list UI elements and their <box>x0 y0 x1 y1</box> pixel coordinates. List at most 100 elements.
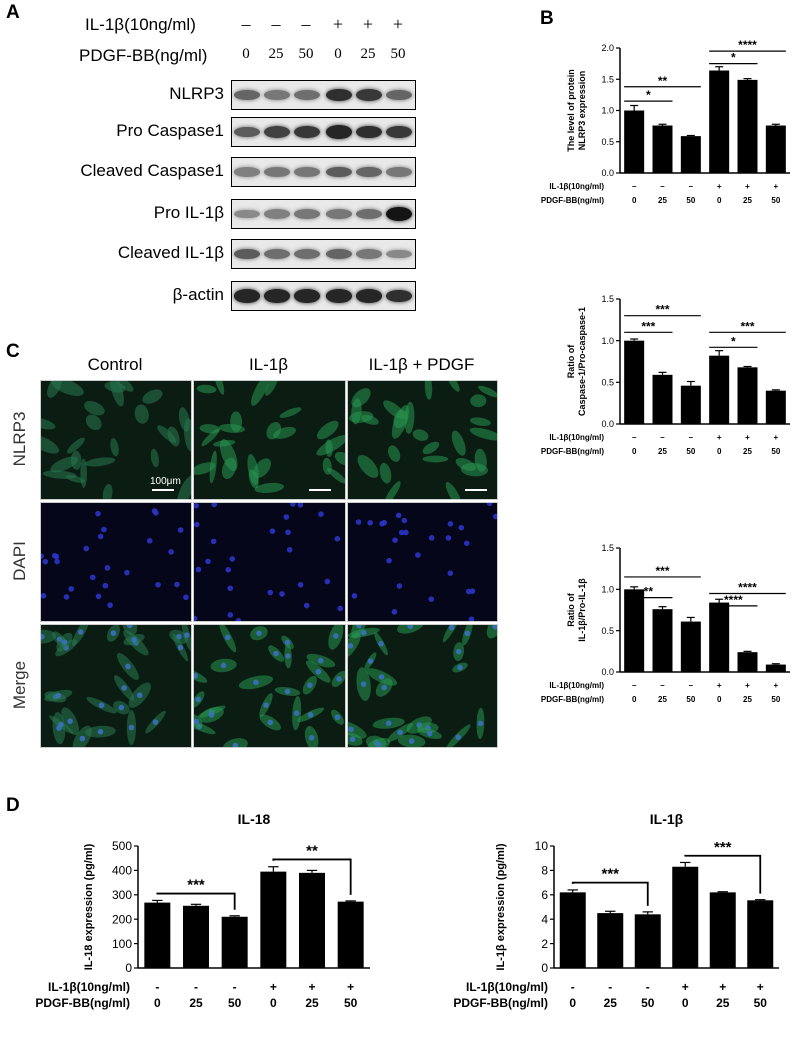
il1b-sign: + <box>362 14 374 34</box>
y-tick-label: 0.5 <box>601 137 614 147</box>
condition-sign: + <box>757 980 764 994</box>
y-tick-label: 300 <box>112 888 132 902</box>
blot-band <box>264 167 290 177</box>
condition-dose: 25 <box>658 196 667 205</box>
condition-sign: + <box>717 433 722 442</box>
micrograph <box>347 502 498 622</box>
blot-strip <box>231 281 416 311</box>
condition-dose: 50 <box>686 695 695 704</box>
pdgf-condition-label: PDGF-BB(ng/ml) <box>79 46 208 65</box>
blot-band <box>234 126 260 138</box>
blot-band <box>294 90 320 100</box>
condition-row-label: IL-1β(10ng/ml) <box>48 980 130 994</box>
y-axis-label: IL-18 expression (pg/ml) <box>83 843 95 970</box>
condition-dose: 0 <box>632 447 637 456</box>
condition-sign: – <box>660 182 665 191</box>
condition-sign: - <box>194 980 198 994</box>
condition-dose: 25 <box>658 695 667 704</box>
condition-sign: – <box>689 681 694 690</box>
micrograph <box>40 502 192 622</box>
bar <box>624 589 645 672</box>
bar <box>559 892 586 968</box>
condition-row-label: IL-1β(10ng/ml) <box>549 182 604 191</box>
y-tick-label: 400 <box>112 864 132 878</box>
micrograph <box>347 624 498 748</box>
il1b-sign: – <box>301 14 311 34</box>
condition-dose: 50 <box>686 447 695 456</box>
condition-dose: 0 <box>632 695 637 704</box>
condition-dose: 25 <box>305 996 319 1010</box>
bar <box>709 70 730 173</box>
y-tick-label: 4 <box>541 912 548 926</box>
condition-row-label: PDGF-BB(ng/ml) <box>453 996 548 1010</box>
bar <box>624 110 645 173</box>
blot-band <box>234 89 260 101</box>
blot-label: β-actin <box>172 285 224 304</box>
condition-row-label: IL-1β(10ng/ml) <box>549 681 604 690</box>
y-tick-label: 100 <box>112 937 132 951</box>
condition-dose: 50 <box>686 196 695 205</box>
blot-band <box>356 249 382 259</box>
condition-sign: + <box>745 433 750 442</box>
il1b-ratio-chart: 0.0 0.5 1.0 1.5 Ratio of IL-1β/Pro-IL-1β IL-1β… <box>541 543 790 704</box>
bar <box>747 900 774 968</box>
y-axis-label: Caspase-1/Pro-caspase-1 <box>577 307 587 416</box>
bar <box>337 901 364 968</box>
pdgf-dose: 0 <box>242 46 250 62</box>
blot-band <box>234 167 260 177</box>
condition-dose: 25 <box>604 996 618 1010</box>
condition-sign: + <box>745 182 750 191</box>
condition-sign: + <box>773 681 778 690</box>
condition-dose: 25 <box>658 447 667 456</box>
condition-sign: – <box>660 433 665 442</box>
significance-label: *** <box>187 877 205 894</box>
pdgf-dose: 25 <box>268 46 284 62</box>
condition-dose: 25 <box>743 695 752 704</box>
blot-band <box>326 166 352 178</box>
y-tick-label: 0.0 <box>601 419 614 429</box>
chart-title: IL-18 <box>238 811 271 827</box>
bar <box>680 621 701 672</box>
scale-bar <box>152 489 174 491</box>
bar <box>680 385 701 424</box>
condition-dose: 0 <box>682 996 689 1010</box>
blot-band <box>326 289 352 303</box>
panel-letter-a: A <box>6 2 20 23</box>
micro-row-label: DAPI <box>10 541 29 581</box>
bar <box>634 914 661 968</box>
blot-band <box>264 289 290 303</box>
significance-label: *** <box>714 839 732 856</box>
blot-strip <box>231 157 416 187</box>
y-tick-label: 0.0 <box>601 168 614 178</box>
panel-letter-c: C <box>6 341 20 362</box>
blot-label: Pro IL-1β <box>153 203 224 222</box>
blot-band <box>264 249 290 259</box>
blot-band <box>356 166 382 178</box>
chart-title: IL-1β <box>650 811 684 827</box>
y-axis-label: Ratio of <box>566 592 576 626</box>
condition-row-label: PDGF-BB(ng/ml) <box>541 447 604 456</box>
blot-band <box>356 88 382 102</box>
blot-band <box>294 249 320 259</box>
condition-dose: 0 <box>632 196 637 205</box>
il1b-sign: – <box>241 14 251 34</box>
condition-sign: – <box>689 182 694 191</box>
bar <box>672 866 699 968</box>
significance-label: * <box>646 88 651 102</box>
nlrp3-level-chart: 0.0 0.5 1.0 1.5 2.0 The level of protein NLRP3… <box>541 38 790 205</box>
bar <box>260 871 287 968</box>
blot-band <box>294 289 320 303</box>
y-tick-label: 1.5 <box>601 543 614 553</box>
il1b-expression-chart: 0 2 4 6 8 10 IL-1β expression (pg/ml) IL-1β IL-1… <box>453 811 779 1010</box>
condition-sign: + <box>719 980 726 994</box>
bar <box>765 664 786 672</box>
blot-band <box>264 126 290 138</box>
micrograph <box>347 380 498 500</box>
micro-row-label: Merge <box>10 660 29 710</box>
bar <box>709 892 736 968</box>
il1b-condition-label: IL-1β(10ng/ml) <box>85 15 196 34</box>
il1b-sign: – <box>271 14 281 34</box>
condition-dose: 25 <box>743 447 752 456</box>
micro-row-label: NLRP3 <box>10 411 29 467</box>
scale-bar <box>465 489 487 491</box>
